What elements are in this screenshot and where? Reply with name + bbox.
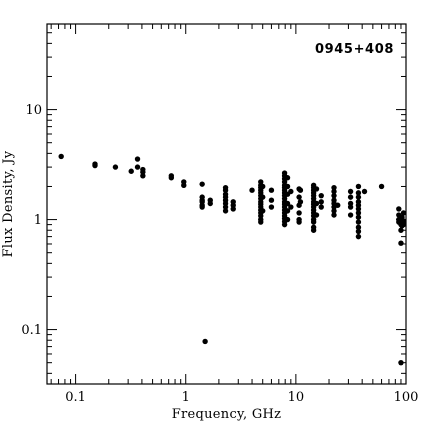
- data-point: [331, 208, 337, 214]
- data-point: [355, 210, 362, 216]
- data-point: [398, 227, 404, 233]
- data-point: [288, 188, 294, 195]
- data-point: [222, 204, 229, 210]
- data-point: [128, 168, 134, 174]
- y-tick-label: 10: [25, 103, 42, 118]
- data-point: [249, 187, 255, 193]
- y-axis-label: Flux Density, Jy: [1, 150, 16, 257]
- data-point: [284, 216, 291, 223]
- data-point: [331, 188, 337, 195]
- data-point: [398, 359, 404, 366]
- data-point: [168, 175, 175, 181]
- data-point: [112, 164, 119, 170]
- data-point: [313, 200, 320, 207]
- data-point: [310, 227, 317, 233]
- data-point: [181, 182, 187, 188]
- data-point: [318, 192, 324, 199]
- data-point: [284, 175, 291, 181]
- data-point: [355, 183, 362, 190]
- data-point: [355, 224, 362, 231]
- data-point: [378, 183, 385, 190]
- data-point: [398, 240, 404, 246]
- data-point: [347, 194, 354, 200]
- data-point: [335, 202, 341, 208]
- x-tick-label: 1: [182, 390, 190, 405]
- data-point: [260, 208, 266, 214]
- data-point: [288, 204, 294, 210]
- source-name-label: 0945+408: [315, 42, 394, 57]
- data-point: [222, 208, 229, 214]
- data-points: [58, 153, 407, 366]
- data-point: [284, 200, 291, 207]
- data-point: [400, 210, 407, 216]
- data-point: [310, 219, 317, 225]
- y-tick-label: 0.1: [21, 323, 42, 338]
- data-point: [355, 206, 362, 212]
- data-point: [355, 219, 362, 225]
- plot-frame: [46, 23, 407, 385]
- data-point: [400, 221, 407, 228]
- data-point: [230, 206, 236, 212]
- data-point: [199, 181, 205, 187]
- data-point: [331, 192, 337, 199]
- tick-labels: 0.1 1 10 100 0.1 1 10: [21, 103, 418, 405]
- data-point: [347, 204, 354, 210]
- data-point: [355, 214, 362, 220]
- data-point: [396, 206, 402, 212]
- data-point: [297, 199, 304, 205]
- data-point: [268, 187, 275, 193]
- data-point: [355, 190, 362, 196]
- x-axis-label: Frequency, GHz: [172, 407, 282, 422]
- data-point: [260, 194, 266, 200]
- data-point: [347, 212, 354, 218]
- data-point: [260, 183, 266, 190]
- data-point: [140, 173, 146, 179]
- data-point: [296, 194, 302, 200]
- data-point: [258, 219, 264, 225]
- data-point: [361, 188, 368, 195]
- data-point: [297, 187, 304, 193]
- data-point: [58, 153, 64, 160]
- data-point: [284, 208, 291, 214]
- data-point: [347, 188, 354, 195]
- data-point: [331, 212, 337, 218]
- data-point: [268, 197, 275, 203]
- data-point: [281, 221, 288, 228]
- data-point: [284, 183, 291, 190]
- x-tick-label: 100: [394, 390, 419, 405]
- data-point: [318, 199, 324, 205]
- x-tick-label: 10: [288, 390, 305, 405]
- data-point: [313, 186, 320, 192]
- data-point: [202, 338, 208, 345]
- data-point: [134, 164, 141, 170]
- data-point: [313, 212, 320, 218]
- data-point: [296, 219, 302, 225]
- data-point: [318, 204, 324, 210]
- data-point: [355, 233, 362, 240]
- data-point: [296, 210, 302, 216]
- data-point: [134, 156, 141, 162]
- data-point: [199, 204, 205, 210]
- x-tick-label: 0.1: [65, 390, 86, 405]
- data-point: [222, 187, 229, 193]
- data-point: [207, 200, 213, 207]
- y-tick-label: 1: [34, 213, 42, 228]
- data-point: [268, 204, 275, 210]
- data-point: [92, 162, 98, 169]
- data-point: [331, 184, 337, 191]
- data-point: [355, 194, 362, 200]
- data-point: [355, 228, 362, 235]
